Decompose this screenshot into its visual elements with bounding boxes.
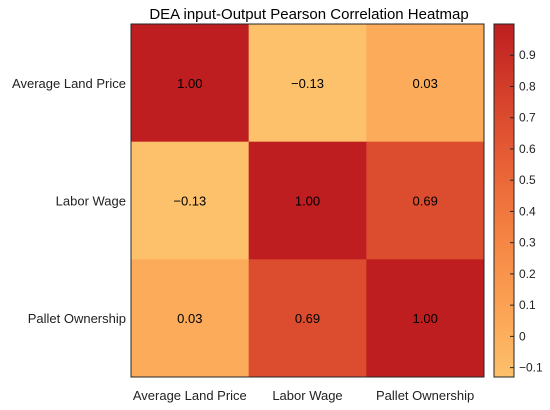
- y-tick-labels: Average Land Price Labor Wage Pallet Owner…: [12, 76, 126, 326]
- heatmap-cell: [366, 141, 485, 260]
- heatmap-cell: [131, 141, 250, 260]
- heatmap-cell: [131, 259, 250, 378]
- colorbar-tick-label: 0: [519, 329, 526, 343]
- colorbar: −0.1 0 0.1 0.2 0.3 0.4 0.5 0.6 0.7 0.8 0.9: [493, 23, 543, 378]
- x-tick-label: Pallet Ownership: [376, 388, 474, 403]
- cell-value-label: −0.13: [291, 76, 324, 91]
- y-tick-label: Labor Wage: [56, 194, 126, 209]
- x-tick-label: Labor Wage: [272, 388, 342, 403]
- cell-value-label: 0.69: [295, 311, 320, 326]
- x-tick-labels: Average Land Price Labor Wage Pallet Owner…: [133, 388, 474, 403]
- colorbar-tick-label: −0.1: [519, 361, 543, 375]
- y-tick-label: Pallet Ownership: [28, 311, 126, 326]
- colorbar-tick-label: 0.8: [519, 79, 536, 93]
- heatmap-cell: [366, 259, 485, 378]
- colorbar-tick-label: 0.6: [519, 142, 536, 156]
- colorbar-tick-label: 0.7: [519, 111, 536, 125]
- colorbar-tick-label: 0.3: [519, 236, 536, 250]
- heatmap-cells: 1.00 −0.13 0.03 −0.13 1.00 0.69 0.03 0.69 1.00: [131, 24, 485, 378]
- y-tick-label: Average Land Price: [12, 76, 126, 91]
- cell-value-label: 1.00: [295, 194, 320, 209]
- heatmap-cell: [366, 24, 485, 143]
- heatmap-cell: [248, 141, 367, 260]
- colorbar-tick-label: 0.2: [519, 267, 536, 281]
- chart-title: DEA input-Output Pearson Correlation Hea…: [149, 6, 468, 23]
- heatmap-cell: [248, 24, 367, 143]
- colorbar-tick-label: 0.1: [519, 298, 536, 312]
- colorbar-tick-label: 0.4: [519, 204, 536, 218]
- cell-value-label: 0.03: [413, 76, 438, 91]
- heatmap-cell: [248, 259, 367, 378]
- colorbar-tick-label: 0.5: [519, 173, 536, 187]
- heatmap-cell: [131, 24, 250, 143]
- colorbar-gradient: [493, 23, 515, 378]
- cell-value-label: 1.00: [413, 311, 438, 326]
- plot-frame: [130, 23, 485, 378]
- colorbar-tick-label: 0.9: [519, 48, 536, 62]
- cell-value-label: 0.03: [177, 311, 202, 326]
- cell-value-label: 1.00: [177, 76, 202, 91]
- cell-value-label: 0.69: [413, 194, 438, 209]
- cell-value-label: −0.13: [173, 194, 206, 209]
- x-tick-label: Average Land Price: [133, 388, 247, 403]
